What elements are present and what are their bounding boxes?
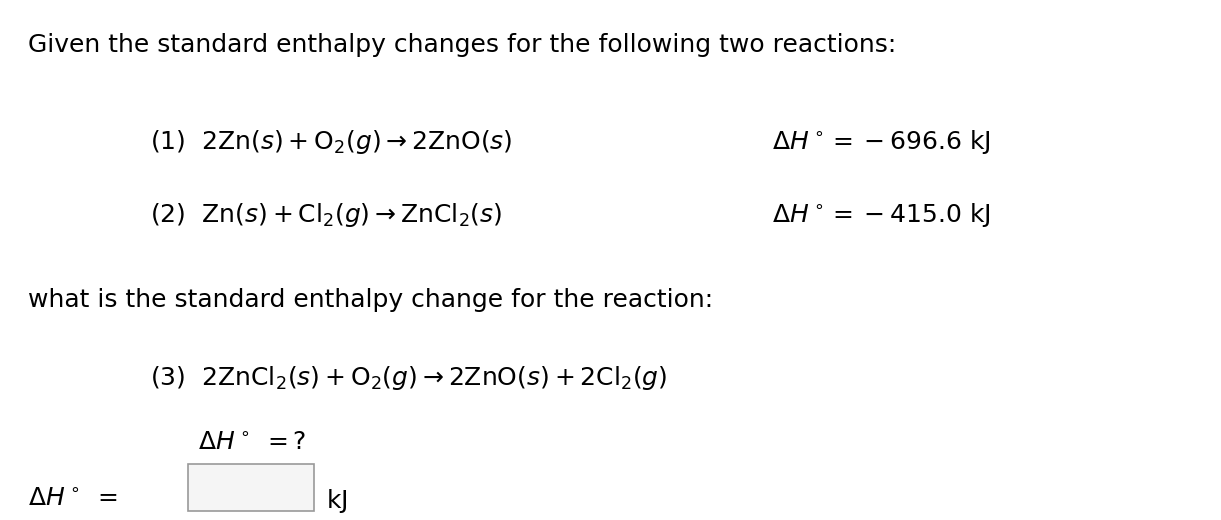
Text: $\Delta H^\circ\ {=}{?}$: $\Delta H^\circ\ {=}{?}$	[198, 431, 306, 454]
Text: $\Delta H^\circ\ =$: $\Delta H^\circ\ =$	[28, 487, 117, 511]
Text: $(1)\ \ 2\mathregular{Zn}(s) + \mathregular{O}_2(g) \rightarrow 2\mathregular{Zn: $(1)\ \ 2\mathregular{Zn}(s) + \mathregu…	[150, 127, 513, 155]
Text: $(3)\ \ 2\mathregular{ZnCl}_2(s) + \mathregular{O}_2(g) \rightarrow 2\mathregula: $(3)\ \ 2\mathregular{ZnCl}_2(s) + \math…	[150, 365, 667, 393]
Text: what is the standard enthalpy change for the reaction:: what is the standard enthalpy change for…	[28, 288, 713, 312]
FancyBboxPatch shape	[188, 464, 314, 511]
Text: $\Delta H^\circ = -696.6\ \mathregular{kJ}$: $\Delta H^\circ = -696.6\ \mathregular{k…	[772, 127, 990, 155]
Text: Given the standard enthalpy changes for the following two reactions:: Given the standard enthalpy changes for …	[28, 33, 896, 57]
Text: $\Delta H^\circ = -415.0\ \mathregular{kJ}$: $\Delta H^\circ = -415.0\ \mathregular{k…	[772, 201, 990, 229]
Text: $(2)\ \ \mathregular{Zn}(s) + \mathregular{Cl}_2(g) \rightarrow \mathregular{ZnC: $(2)\ \ \mathregular{Zn}(s) + \mathregul…	[150, 201, 502, 229]
Text: $\mathregular{kJ}$: $\mathregular{kJ}$	[326, 487, 347, 515]
